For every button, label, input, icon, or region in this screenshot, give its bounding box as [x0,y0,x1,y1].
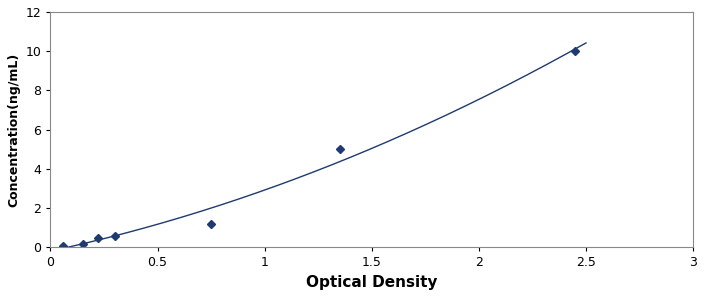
Y-axis label: Concentration(ng/mL): Concentration(ng/mL) [7,53,20,207]
X-axis label: Optical Density: Optical Density [306,275,437,290]
